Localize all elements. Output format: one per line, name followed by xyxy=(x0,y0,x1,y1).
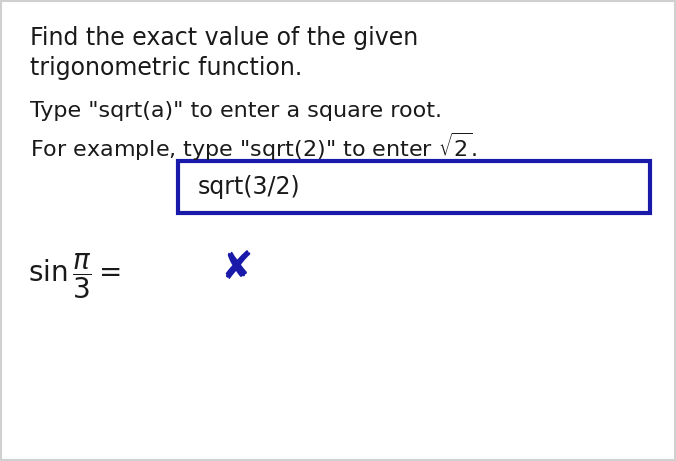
Text: Find the exact value of the given: Find the exact value of the given xyxy=(30,26,418,50)
Text: $\sin\dfrac{\pi}{3}=$: $\sin\dfrac{\pi}{3}=$ xyxy=(28,251,121,301)
FancyBboxPatch shape xyxy=(178,161,650,213)
Text: trigonometric function.: trigonometric function. xyxy=(30,56,302,80)
Text: Type "sqrt(a)" to enter a square root.: Type "sqrt(a)" to enter a square root. xyxy=(30,101,442,121)
Text: sqrt(3/2): sqrt(3/2) xyxy=(198,175,301,199)
Text: ✘: ✘ xyxy=(220,249,253,287)
Text: For example, type "sqrt(2)" to enter $\sqrt{2}$.: For example, type "sqrt(2)" to enter $\s… xyxy=(30,131,477,163)
